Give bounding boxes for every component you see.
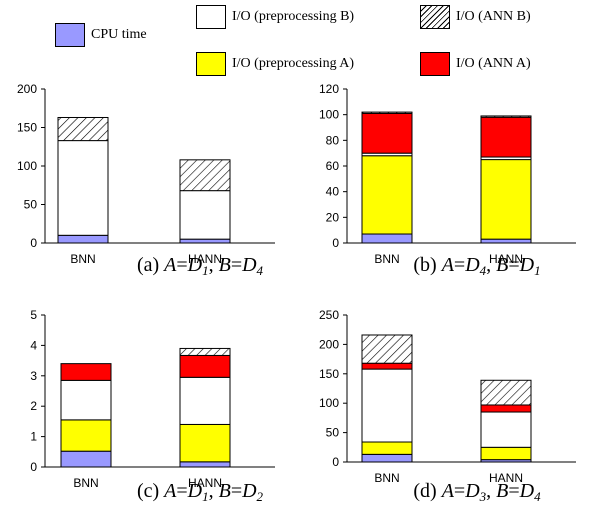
bar-segment-io-pre-b-hann (179, 376, 231, 425)
legend-label-io-ann-b: I/O (ANN B) (456, 9, 531, 24)
bar-segment-io-pre-a-hann (179, 423, 231, 463)
chart-caption: (a) A=D1, B=D4 (137, 254, 264, 278)
bar-segment-io-ann-a-bnn (361, 112, 413, 154)
y-tick-label: 40 (326, 185, 340, 199)
legend-swatch-io-pre-b (196, 5, 226, 29)
x-category-label: HANN (188, 476, 222, 490)
y-tick-label: 150 (319, 367, 339, 381)
x-category-label: HANN (188, 252, 222, 266)
bar-segment-io-pre-a-bnn (361, 441, 413, 455)
x-category-label: BNN (374, 252, 399, 266)
y-tick-label: 4 (30, 338, 37, 352)
y-tick-label: 100 (319, 396, 339, 410)
y-tick-label: 60 (326, 159, 340, 173)
bar-segment-io-ann-b-hann (480, 379, 532, 406)
bar-segment-io-pre-b-bnn (361, 368, 413, 443)
y-tick-label: 50 (24, 198, 38, 212)
bar-segment-io-pre-b-bnn (57, 140, 109, 236)
chart-panel-3: 0 50 100 150 200 250 BNN HANN(d) A=D3, B=D4 (319, 308, 576, 504)
bar-segment-io-ann-b-hann (480, 115, 532, 118)
x-category-label: BNN (73, 476, 98, 490)
legend-swatch-io-ann-a (420, 52, 450, 76)
chart-legend: CPU time I/O (preprocessing B) I/O (ANN … (0, 0, 594, 82)
bar-segment-io-ann-b-hann (179, 347, 231, 356)
y-tick-label: 0 (332, 455, 339, 469)
legend-item-io-pre-a: I/O (preprocessing A) (196, 52, 354, 76)
bar-segment-io-ann-a-bnn (60, 363, 112, 381)
bar-segment-io-ann-a-bnn (361, 362, 413, 370)
legend-label-cpu: CPU time (91, 27, 147, 42)
legend-swatch-cpu (55, 23, 85, 47)
x-category-label: HANN (489, 252, 523, 266)
bar-segment-cpu-hann (179, 461, 231, 468)
y-tick-label: 5 (30, 308, 37, 322)
bar-segment-io-ann-a-hann (480, 116, 532, 158)
legend-swatch-io-ann-b (420, 5, 450, 29)
bar-segment-io-pre-a-bnn (60, 419, 112, 452)
chart-panel-1: 0 20 40 60 80 100 120 BNN HANN(b) A=D4, B=D1 (319, 82, 576, 278)
y-tick-label: 2 (30, 399, 37, 413)
y-tick-label: 0 (332, 236, 339, 250)
chart-caption: (d) A=D3, B=D4 (413, 480, 541, 504)
bar-segment-cpu-hann (480, 238, 532, 244)
y-tick-label: 80 (326, 133, 340, 147)
y-tick-label: 200 (17, 82, 37, 96)
bar-segment-io-ann-b-bnn (361, 334, 413, 364)
y-tick-label: 150 (17, 121, 37, 135)
legend-item-cpu: CPU time (55, 23, 147, 47)
bar-segment-cpu-bnn (57, 234, 109, 244)
bar-segment-cpu-bnn (361, 453, 413, 463)
bar-segment-io-pre-a-bnn (361, 155, 413, 235)
bar-segment-io-pre-b-bnn (60, 379, 112, 421)
legend-swatch-io-pre-a (196, 52, 226, 76)
bar-segment-io-ann-b-hann (179, 159, 231, 192)
bar-segment-cpu-bnn (361, 233, 413, 244)
y-tick-label: 3 (30, 369, 37, 383)
y-tick-label: 100 (17, 159, 37, 173)
chart-panel-0: 0 50 100 150 200 BNN HANN(a) A=D1, B=D4 (17, 82, 275, 278)
bar-segment-io-ann-a-hann (179, 354, 231, 378)
chart-caption: (c) A=D1, B=D2 (137, 480, 264, 504)
legend-item-io-ann-a: I/O (ANN A) (420, 52, 531, 76)
bar-segment-io-ann-b-bnn (361, 111, 413, 114)
bar-segment-io-ann-a-hann (480, 404, 532, 413)
y-tick-label: 1 (30, 430, 37, 444)
legend-label-io-ann-a: I/O (ANN A) (456, 56, 531, 71)
y-tick-label: 200 (319, 337, 339, 351)
chart-panel-2: 0 1 2 3 4 5 BNN HANN(c) A=D1, B=D2 (30, 308, 275, 504)
legend-item-io-pre-b: I/O (preprocessing B) (196, 5, 354, 29)
x-category-label: BNN (70, 252, 95, 266)
legend-label-io-pre-a: I/O (preprocessing A) (232, 56, 355, 71)
y-tick-label: 50 (326, 426, 340, 440)
y-tick-label: 250 (319, 308, 339, 322)
y-tick-label: 0 (30, 236, 37, 250)
bar-segment-cpu-bnn (60, 450, 112, 468)
legend-item-io-ann-b: I/O (ANN B) (420, 5, 531, 29)
chart-caption: (b) A=D4, B=D1 (413, 254, 540, 278)
bar-segment-io-ann-b-bnn (57, 116, 109, 142)
bar-segment-io-pre-a-hann (480, 446, 532, 461)
bar-segment-io-pre-a-hann (480, 159, 532, 240)
bar-segment-cpu-hann (179, 238, 231, 244)
y-tick-label: 100 (319, 108, 339, 122)
x-category-label: HANN (489, 471, 523, 485)
legend-label-io-pre-b: I/O (preprocessing B) (232, 9, 355, 24)
x-category-label: BNN (374, 471, 399, 485)
bar-segment-io-pre-b-hann (480, 411, 532, 448)
bar-segment-io-pre-b-hann (179, 190, 231, 240)
y-tick-label: 120 (319, 82, 339, 96)
y-tick-label: 0 (30, 460, 37, 474)
y-tick-label: 20 (326, 210, 340, 224)
